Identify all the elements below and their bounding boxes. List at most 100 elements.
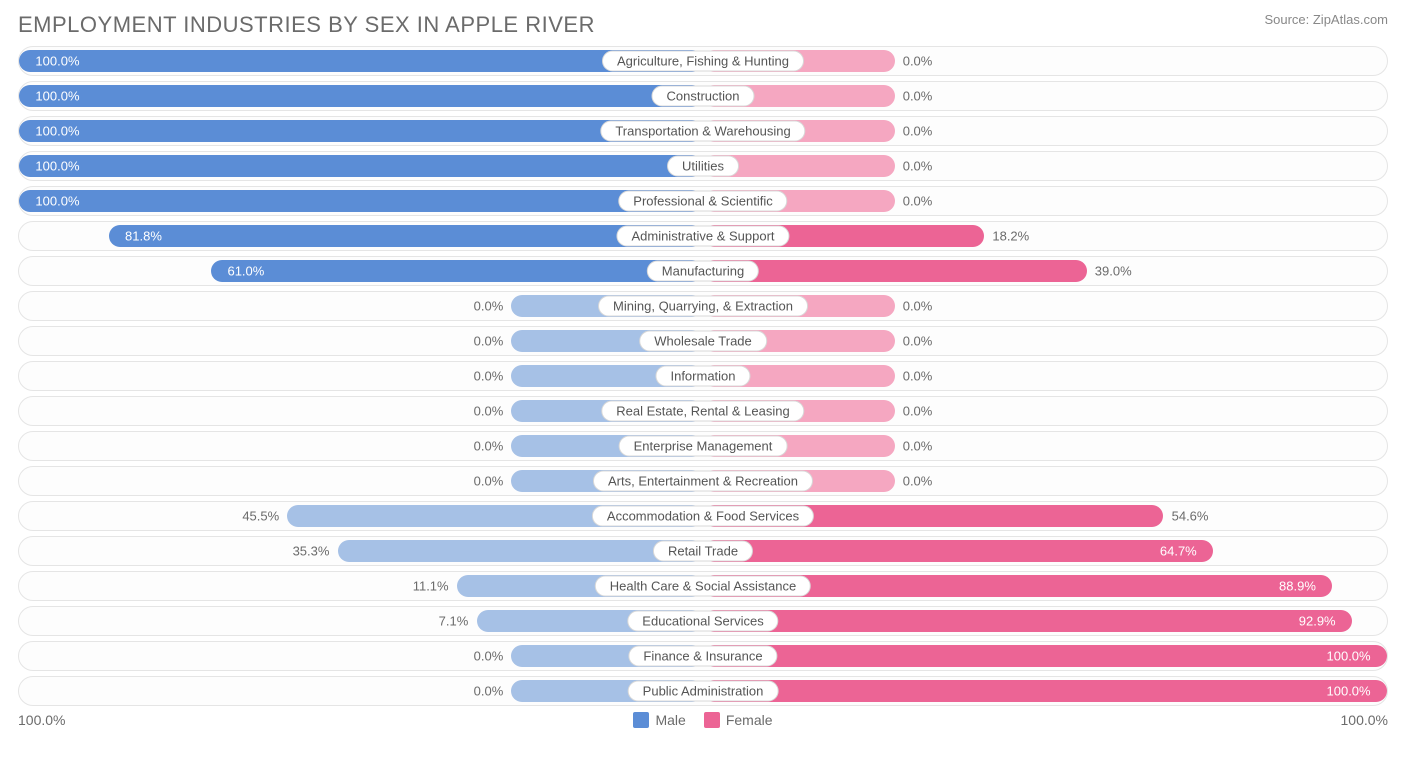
value-female: 0.0% (903, 439, 933, 454)
chart-row: Public Administration 0.0% 100.0% (18, 676, 1388, 706)
value-male: 100.0% (35, 124, 79, 139)
value-male: 0.0% (474, 334, 504, 349)
category-label: Construction (652, 86, 755, 107)
category-label: Wholesale Trade (639, 331, 767, 352)
legend-item-male: Male (633, 712, 685, 728)
bar-female (703, 540, 1213, 562)
value-male: 0.0% (474, 649, 504, 664)
chart-title: EMPLOYMENT INDUSTRIES BY SEX IN APPLE RI… (18, 12, 595, 38)
value-female: 0.0% (903, 369, 933, 384)
value-male: 11.1% (413, 579, 449, 594)
category-label: Public Administration (628, 681, 779, 702)
category-label: Real Estate, Rental & Leasing (601, 401, 804, 422)
value-male: 0.0% (474, 439, 504, 454)
value-male: 61.0% (227, 264, 264, 279)
value-female: 100.0% (1327, 649, 1371, 664)
value-female: 18.2% (992, 229, 1029, 244)
axis-right-label: 100.0% (1341, 712, 1388, 728)
chart-row: Manufacturing 61.0% 39.0% (18, 256, 1388, 286)
value-female: 0.0% (903, 334, 933, 349)
category-label: Educational Services (627, 611, 778, 632)
category-label: Manufacturing (647, 261, 759, 282)
value-male: 0.0% (474, 404, 504, 419)
legend-swatch-male (633, 712, 649, 728)
category-label: Accommodation & Food Services (592, 506, 814, 527)
value-female: 92.9% (1299, 614, 1336, 629)
chart-row: Construction 100.0% 0.0% (18, 81, 1388, 111)
legend-item-female: Female (704, 712, 773, 728)
legend-label-male: Male (655, 712, 685, 728)
chart-row: Health Care & Social Assistance 11.1% 88.9… (18, 571, 1388, 601)
value-male: 100.0% (35, 89, 79, 104)
bar-female (703, 645, 1387, 667)
value-male: 35.3% (293, 544, 330, 559)
value-male: 100.0% (35, 54, 79, 69)
value-female: 0.0% (903, 299, 933, 314)
legend-label-female: Female (726, 712, 773, 728)
value-male: 7.1% (439, 614, 469, 629)
value-male: 100.0% (35, 194, 79, 209)
category-label: Finance & Insurance (628, 646, 777, 667)
axis-left-label: 100.0% (18, 712, 65, 728)
value-female: 0.0% (903, 54, 933, 69)
chart-row: Agriculture, Fishing & Hunting100.0%0.0% (18, 46, 1388, 76)
value-female: 0.0% (903, 89, 933, 104)
legend: Male Female (633, 712, 772, 728)
chart-row: Enterprise Management 0.0% 0.0% (18, 431, 1388, 461)
category-label: Health Care & Social Assistance (595, 576, 811, 597)
category-label: Professional & Scientific (618, 191, 787, 212)
chart-row: Transportation & Warehousing 100.0% 0.0% (18, 116, 1388, 146)
value-male: 0.0% (474, 684, 504, 699)
bar-male (211, 260, 703, 282)
value-male: 45.5% (242, 509, 279, 524)
bar-male (338, 540, 703, 562)
chart-footer: 100.0% Male Female 100.0% (18, 712, 1388, 728)
value-male: 81.8% (125, 229, 162, 244)
bar-female (703, 260, 1087, 282)
chart-row: Administrative & Support 81.8% 18.2% (18, 221, 1388, 251)
value-female: 0.0% (903, 124, 933, 139)
chart-row: Arts, Entertainment & Recreation 0.0% 0.0% (18, 466, 1388, 496)
category-label: Retail Trade (653, 541, 753, 562)
category-label: Utilities (667, 156, 739, 177)
value-male: 0.0% (474, 299, 504, 314)
chart-row: Real Estate, Rental & Leasing 0.0% 0.0% (18, 396, 1388, 426)
chart-row: Wholesale Trade 0.0% 0.0% (18, 326, 1388, 356)
value-female: 39.0% (1095, 264, 1132, 279)
value-female: 0.0% (903, 159, 933, 174)
value-female: 100.0% (1327, 684, 1371, 699)
header: EMPLOYMENT INDUSTRIES BY SEX IN APPLE RI… (18, 12, 1388, 38)
bar-female (703, 680, 1387, 702)
chart-row: Retail Trade 35.3% 64.7% (18, 536, 1388, 566)
category-label: Transportation & Warehousing (600, 121, 805, 142)
bar-female (703, 610, 1352, 632)
chart-row: Mining, Quarrying, & Extraction 0.0% 0.0% (18, 291, 1388, 321)
category-label: Arts, Entertainment & Recreation (593, 471, 813, 492)
value-female: 0.0% (903, 404, 933, 419)
bar-male (19, 50, 703, 72)
value-female: 64.7% (1160, 544, 1197, 559)
chart-row: Educational Services 7.1% 92.9% (18, 606, 1388, 636)
value-female: 88.9% (1279, 579, 1316, 594)
value-female: 0.0% (903, 194, 933, 209)
legend-swatch-female (704, 712, 720, 728)
category-label: Administrative & Support (616, 226, 789, 247)
category-label: Enterprise Management (619, 436, 788, 457)
chart-row: Utilities 100.0% 0.0% (18, 151, 1388, 181)
value-female: 0.0% (903, 474, 933, 489)
bar-male (109, 225, 703, 247)
value-male: 0.0% (474, 474, 504, 489)
chart-row: Information0.0%0.0% (18, 361, 1388, 391)
category-label: Mining, Quarrying, & Extraction (598, 296, 808, 317)
bar-male (19, 190, 703, 212)
chart-row: Professional & Scientific 100.0% 0.0% (18, 186, 1388, 216)
chart-area: Agriculture, Fishing & Hunting100.0%0.0%… (18, 46, 1388, 706)
chart-source: Source: ZipAtlas.com (1264, 12, 1388, 27)
bar-male (19, 155, 703, 177)
value-male: 0.0% (474, 369, 504, 384)
chart-row: Finance & Insurance 0.0% 100.0% (18, 641, 1388, 671)
value-male: 100.0% (35, 159, 79, 174)
value-female: 54.6% (1172, 509, 1209, 524)
bar-male (19, 85, 703, 107)
chart-row: Accommodation & Food Services 45.5% 54.6% (18, 501, 1388, 531)
